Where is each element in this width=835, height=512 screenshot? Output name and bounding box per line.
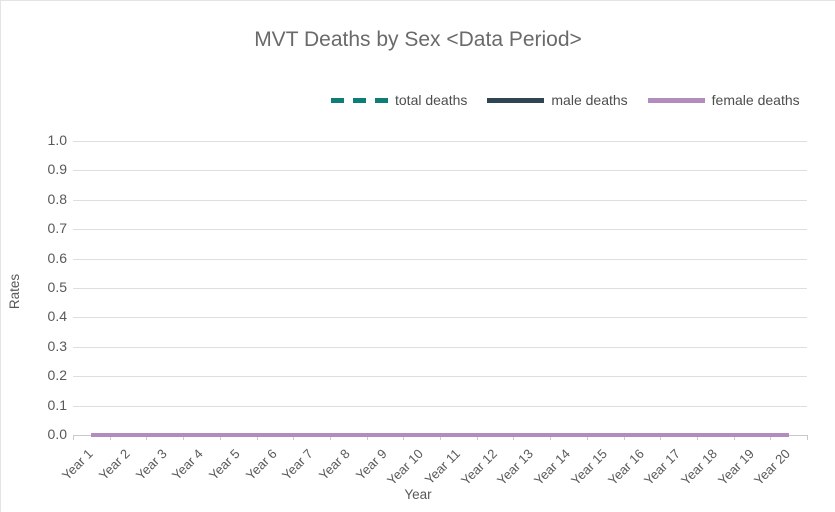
y-axis-title: Rates [7,273,23,310]
gridline [73,288,807,289]
x-tick-mark [146,435,148,440]
legend-item-total-deaths[interactable]: total deaths [331,92,467,108]
x-tick-label: Year 10 [384,446,427,488]
x-tick-label: Year 7 [279,446,317,483]
x-tick-mark [440,435,441,440]
x-tick-label: Year 4 [169,446,207,483]
x-tick-mark [256,435,258,440]
x-tick-mark [586,435,588,440]
y-tick-label: 0.0 [47,426,67,442]
x-tick-label: Year 17 [641,446,684,488]
x-tick-label: Year 13 [494,446,537,488]
series-line-female-deaths [91,433,789,437]
legend-item-label: female deaths [711,92,800,108]
x-tick-mark [73,435,74,440]
legend-swatch [487,97,545,103]
x-tick-mark [366,435,368,440]
x-tick-label: Year 14 [531,446,574,488]
x-tick-label: Year 2 [95,446,133,483]
x-tick-mark [403,435,405,440]
gridline [73,229,807,231]
x-tick-label: Year 19 [714,446,757,488]
legend-swatch [647,97,705,103]
y-tick-label: 0.2 [47,367,67,384]
x-tick-label: Year 12 [457,446,500,488]
gridline [73,141,807,142]
x-tick-mark [660,435,662,440]
gridline [73,405,807,407]
y-tick-label: 0.1 [47,396,67,413]
x-axis-title: Year [404,487,432,502]
x-tick-mark [219,435,221,440]
x-tick-mark [733,435,735,440]
x-tick-mark [696,435,698,440]
gridline [73,376,807,378]
gridline [73,170,807,172]
gridline [73,199,807,201]
x-tick-mark [183,435,185,440]
chart-title: MVT Deaths by Sex <Data Period> [254,28,582,51]
y-tick-label: 0.7 [47,220,67,237]
y-tick-label: 0.5 [47,279,67,295]
legend: total deaths male deaths female deaths [331,92,800,108]
legend-item-female-deaths[interactable]: female deaths [647,92,800,108]
legend-item-label: total deaths [395,92,468,108]
x-tick-mark [293,435,295,440]
y-tick-label: 0.8 [47,190,67,207]
x-tick-mark [623,435,625,440]
x-tick-mark [770,435,772,440]
x-tick-label: Year 8 [316,446,353,483]
x-tick-mark [476,435,478,440]
x-tick-mark [329,435,331,440]
legend-item-label: male deaths [551,92,628,108]
x-tick-mark [109,435,111,440]
y-tick-label: 0.4 [47,308,67,325]
gridline [73,317,807,319]
x-tick-label: Year 3 [132,446,170,483]
x-tick-label: Year 18 [677,446,720,488]
y-tick-label: 1.0 [47,132,67,148]
x-tick-label: Year 6 [242,446,280,483]
gridline [73,346,807,348]
x-tick-label: Year 1 [59,446,96,483]
x-tick-mark [550,435,552,440]
legend-item-male-deaths[interactable]: male deaths [487,92,628,108]
x-tick-label: Year 5 [205,446,243,483]
y-tick-label: 0.3 [47,337,67,354]
gridline [73,258,807,260]
x-tick-label: Year 16 [604,446,647,488]
x-tick-label: Year 20 [751,446,794,488]
x-tick-mark [807,435,808,440]
x-tick-label: Year 15 [567,446,610,488]
y-tick-label: 0.6 [47,249,67,266]
x-tick-label: Year 11 [421,446,463,488]
legend-swatch [331,97,388,103]
y-tick-label: 0.9 [47,161,67,178]
x-tick-mark [513,435,515,440]
